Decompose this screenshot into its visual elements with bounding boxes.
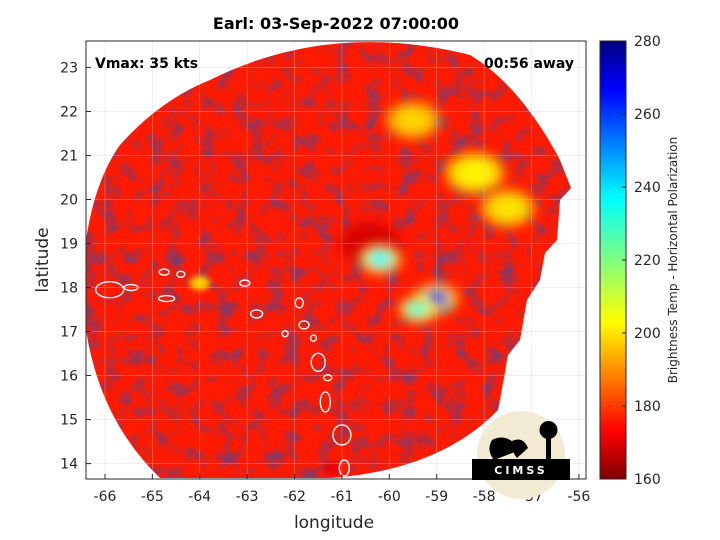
y-tick-label: 22 (60, 104, 78, 120)
island-outline (176, 270, 186, 279)
colorbar-label: Brightness Temp - Horizontal Polarizatio… (666, 137, 680, 384)
swath-image (86, 42, 571, 479)
y-tick-label: 19 (60, 236, 78, 252)
island-outline (249, 309, 264, 319)
x-tick-label: -61 (330, 489, 353, 505)
satellite-dish-small-icon (511, 439, 528, 458)
island-outline (158, 268, 170, 276)
feature-convection-band (399, 296, 436, 323)
island-outline (239, 279, 251, 287)
chart-title: Earl: 03-Sep-2022 07:00:00 (213, 14, 459, 33)
island-outline (123, 283, 139, 292)
island-outline (310, 352, 326, 373)
y-tick-label: 14 (60, 457, 78, 473)
island-outline (323, 374, 333, 382)
island-outline (338, 459, 350, 477)
colorbar-ticks: 160 180 200 220 240 260 280 (622, 34, 661, 488)
colorbar (599, 40, 627, 480)
island-outline (319, 391, 332, 413)
colorbar-tick-label: 260 (634, 107, 661, 123)
time-away-annotation: 00:56 away (484, 56, 574, 72)
y-tick-label: 17 (60, 325, 78, 341)
y-tick-label: 15 (60, 413, 78, 429)
coastline-overlay (94, 268, 352, 477)
y-axis-label: latitude (33, 227, 53, 292)
x-tick-label: -65 (141, 489, 164, 505)
feature-rain-band-north (387, 102, 440, 139)
feature-rain-band-north-east-2 (481, 190, 534, 227)
x-tick-label: -64 (188, 489, 211, 505)
water-tower-icon (539, 421, 558, 439)
colorbar-tick-label: 280 (634, 34, 661, 50)
x-tick-label: -58 (473, 489, 496, 505)
island-outline (157, 294, 176, 303)
x-tick-label: -63 (236, 489, 259, 505)
y-tick-label: 20 (60, 192, 78, 208)
y-tick-label: 18 (60, 281, 78, 297)
y-ticks: 14 15 16 17 18 19 20 21 22 23 (60, 60, 91, 473)
island-outline (281, 330, 289, 338)
axes-frame (85, 40, 587, 480)
swath-texture (86, 42, 571, 479)
feature-convection-north (359, 244, 401, 274)
y-tick-label: 21 (60, 148, 78, 164)
colorbar-tick-label: 240 (634, 180, 661, 196)
colorbar-tick-label: 160 (634, 472, 661, 488)
island-outline (332, 424, 352, 446)
x-tick-label: -66 (94, 489, 117, 505)
grid (86, 41, 586, 479)
x-ticks: -66-65-64-63-62-61-60-59-58-57-56 (94, 474, 590, 505)
colorbar-tick-label: 220 (634, 253, 661, 269)
cimss-logo: CIMSS (472, 411, 570, 499)
x-tick-label: -59 (425, 489, 448, 505)
logo-banner (472, 459, 570, 480)
x-axis-label: longitude (294, 513, 374, 533)
y-tick-label: 23 (60, 60, 78, 76)
island-outline (309, 334, 318, 342)
colorbar-tick-label: 200 (634, 326, 661, 342)
colorbar-tick-label: 180 (634, 399, 661, 415)
logo-text: CIMSS (494, 464, 547, 477)
x-tick-label: -60 (378, 489, 401, 505)
island-outline (94, 281, 125, 299)
x-tick-label: -56 (567, 489, 590, 505)
island-outline (298, 320, 310, 330)
y-tick-label: 16 (60, 369, 78, 385)
feature-rain-band-north-east-1 (446, 153, 504, 193)
feature-cell-south (323, 461, 342, 475)
vmax-annotation: Vmax: 35 kts (95, 56, 198, 72)
x-tick-label: -62 (283, 489, 306, 505)
island-outline (294, 297, 304, 309)
